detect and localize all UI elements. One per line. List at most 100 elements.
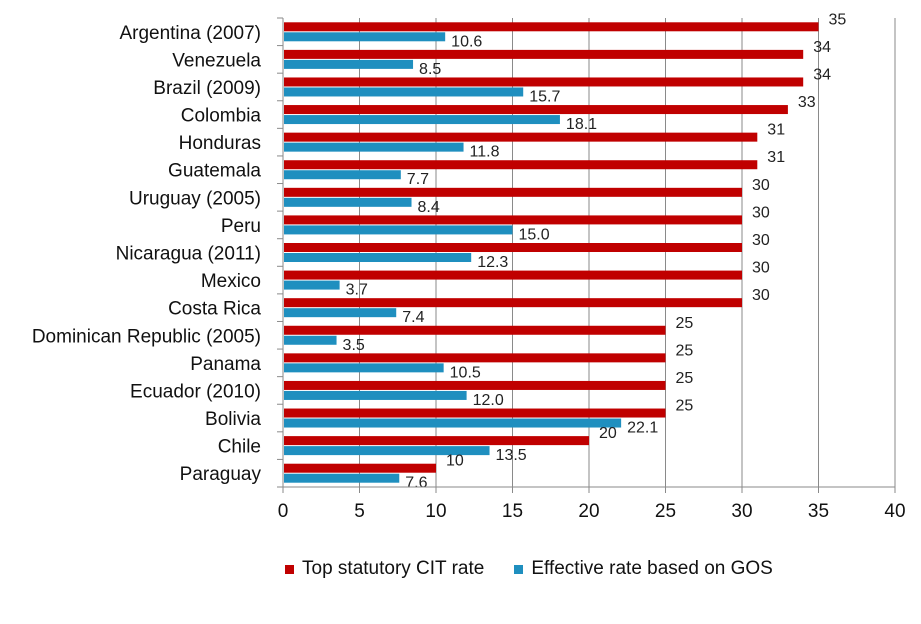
y-axis: Argentina (2007) Venezuela Brazil (2009) Co… bbox=[32, 17, 284, 488]
category-label: Honduras bbox=[179, 133, 261, 154]
x-tick-label: 40 bbox=[884, 501, 905, 522]
x-tick-label: 5 bbox=[354, 501, 365, 522]
bar-effective bbox=[284, 87, 524, 97]
bar-effective bbox=[284, 418, 622, 428]
data-label-effective: 3.5 bbox=[343, 337, 365, 354]
category-label: Peru bbox=[221, 216, 261, 237]
bar-effective bbox=[284, 280, 340, 290]
bar-statutory bbox=[284, 132, 758, 142]
bar-effective bbox=[284, 473, 400, 483]
legend-label-statutory: Top statutory CIT rate bbox=[302, 558, 485, 579]
legend: Top statutory CIT rate Effective rate ba… bbox=[285, 558, 773, 580]
bar-effective bbox=[284, 142, 464, 152]
category-label: Nicaragua (2011) bbox=[116, 244, 261, 265]
data-label-statutory: 10 bbox=[446, 453, 464, 470]
x-tick-label: 25 bbox=[655, 501, 676, 522]
legend-item-effective: Effective rate based on GOS bbox=[514, 558, 773, 580]
category-label: Venezuela bbox=[172, 50, 261, 71]
data-label-statutory: 25 bbox=[676, 370, 694, 387]
bar-statutory bbox=[284, 22, 819, 32]
category-label: Panama bbox=[190, 354, 261, 375]
data-label-effective: 13.5 bbox=[496, 447, 527, 464]
data-label-effective: 3.7 bbox=[346, 282, 368, 299]
data-label-effective: 12.3 bbox=[477, 254, 508, 271]
category-label: Costa Rica bbox=[168, 299, 261, 320]
bar-statutory bbox=[284, 160, 758, 170]
data-label-effective: 18.1 bbox=[566, 116, 597, 133]
x-tick-label: 0 bbox=[278, 501, 289, 522]
data-label-statutory: 30 bbox=[752, 204, 770, 221]
bar-effective bbox=[284, 363, 444, 373]
category-label: Brazil (2009) bbox=[153, 78, 261, 99]
bar-effective bbox=[284, 225, 513, 235]
bar-statutory bbox=[284, 270, 742, 280]
bar-effective bbox=[284, 446, 490, 456]
bar-effective bbox=[284, 170, 401, 180]
x-tick-label: 35 bbox=[808, 501, 829, 522]
data-label-statutory: 30 bbox=[752, 232, 770, 249]
data-label-effective: 8.4 bbox=[418, 199, 440, 216]
x-tick-label: 15 bbox=[502, 501, 523, 522]
category-label: Uruguay (2005) bbox=[129, 188, 261, 209]
data-label-effective: 11.8 bbox=[470, 144, 500, 161]
data-label-effective: 22.1 bbox=[627, 420, 658, 437]
bar-effective bbox=[284, 335, 337, 345]
bars: 35 10.6 34 8.5 34 15.7 33 18.1 31 11.8 31 7.7 30 8.4 3… bbox=[284, 11, 846, 492]
data-label-effective: 10.5 bbox=[450, 364, 481, 381]
category-label: Ecuador (2010) bbox=[130, 381, 261, 402]
data-label-effective: 7.7 bbox=[407, 171, 429, 188]
bar-effective bbox=[284, 197, 412, 207]
bar-effective bbox=[284, 253, 472, 262]
legend-swatch-effective bbox=[514, 564, 524, 574]
bar-statutory bbox=[284, 49, 804, 59]
data-label-statutory: 34 bbox=[813, 66, 831, 83]
category-label: Mexico bbox=[201, 271, 261, 292]
bar-effective bbox=[284, 308, 397, 318]
bar-statutory bbox=[284, 325, 666, 335]
data-label-statutory: 25 bbox=[676, 342, 694, 359]
legend-item-statutory: Top statutory CIT rate bbox=[285, 558, 484, 580]
data-label-statutory: 31 bbox=[767, 122, 785, 139]
data-label-effective: 15.7 bbox=[529, 88, 560, 105]
bar-statutory bbox=[284, 187, 742, 197]
bar-effective bbox=[284, 115, 560, 125]
data-label-statutory: 31 bbox=[767, 149, 785, 166]
bar-statutory bbox=[284, 215, 742, 225]
legend-label-effective: Effective rate based on GOS bbox=[531, 558, 773, 579]
data-label-effective: 10.6 bbox=[451, 33, 482, 50]
category-label: Argentina (2007) bbox=[119, 23, 261, 44]
data-label-effective: 12.0 bbox=[473, 392, 504, 409]
legend-swatch-statutory bbox=[285, 564, 294, 574]
bar-statutory bbox=[284, 243, 742, 252]
bar-chart: 35 10.6 34 8.5 34 15.7 33 18.1 31 11.8 31 7.7 30 8.4 3… bbox=[32, 11, 906, 522]
x-tick-label: 10 bbox=[425, 501, 446, 522]
data-label-statutory: 30 bbox=[752, 287, 770, 304]
data-label-effective: 15.0 bbox=[519, 226, 550, 243]
bar-statutory bbox=[284, 77, 804, 87]
data-label-statutory: 25 bbox=[676, 398, 694, 415]
bar-effective bbox=[284, 32, 446, 42]
data-label-statutory: 34 bbox=[813, 39, 831, 56]
bar-statutory bbox=[284, 353, 666, 363]
bar-effective bbox=[284, 59, 414, 69]
x-tick-label: 30 bbox=[731, 501, 752, 522]
x-axis: 0 5 10 15 20 25 30 35 40 bbox=[278, 486, 906, 522]
bar-statutory bbox=[284, 408, 666, 418]
category-label: Dominican Republic (2005) bbox=[32, 326, 261, 347]
category-label: Paraguay bbox=[180, 464, 262, 485]
data-label-statutory: 20 bbox=[599, 425, 617, 442]
data-label-statutory: 30 bbox=[752, 260, 770, 277]
bar-statutory bbox=[284, 105, 788, 115]
bar-statutory bbox=[284, 436, 589, 446]
data-label-effective: 8.5 bbox=[419, 61, 441, 78]
bar-statutory bbox=[284, 463, 436, 473]
data-label-statutory: 30 bbox=[752, 177, 770, 194]
data-label-statutory: 33 bbox=[798, 94, 816, 111]
bar-statutory bbox=[284, 298, 742, 308]
data-label-effective: 7.6 bbox=[405, 475, 427, 492]
data-label-statutory: 25 bbox=[676, 315, 694, 332]
data-label-effective: 7.4 bbox=[402, 309, 424, 326]
x-tick-label: 20 bbox=[578, 501, 599, 522]
category-label: Chile bbox=[218, 437, 261, 458]
bar-effective bbox=[284, 390, 467, 400]
